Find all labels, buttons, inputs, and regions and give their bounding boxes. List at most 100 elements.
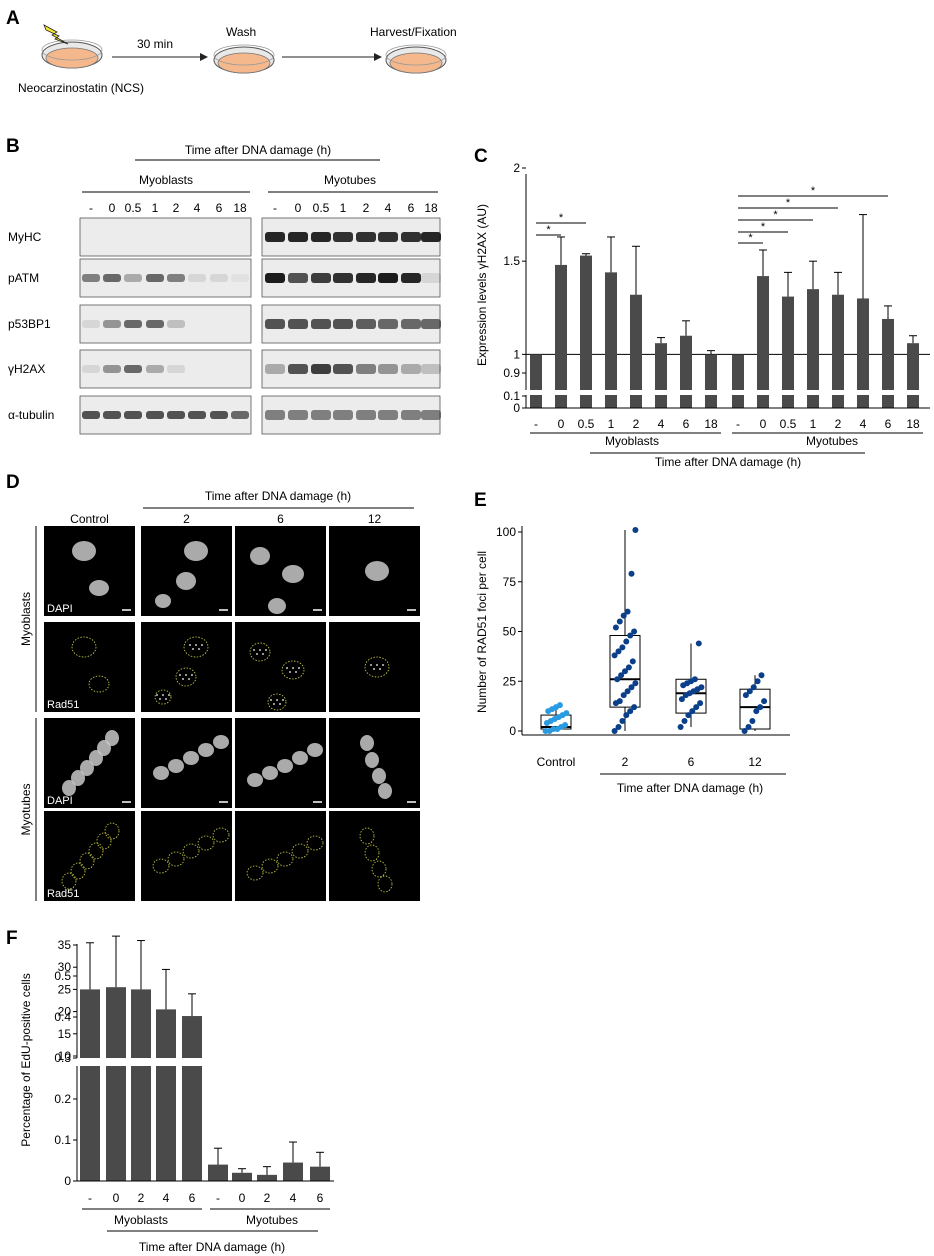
focus-dot [273,703,275,705]
blot-band [401,364,421,374]
bar [555,264,567,390]
bar [732,395,744,408]
nucleus-outline [371,860,387,878]
lane-label: 1 [152,201,159,215]
data-point [681,718,688,725]
bar [530,354,542,390]
significance-star: * [811,185,816,197]
x-tick-label: 18 [704,417,718,431]
nucleus [378,783,392,799]
bar [757,276,769,390]
data-point [746,688,753,695]
micrograph [329,811,420,901]
blot-left [79,349,252,389]
nucleus-outline [246,865,264,881]
y-tick-label: 10 [58,1049,72,1063]
bar [832,395,844,408]
x-tick-label: Control [537,755,576,769]
focus-dot [165,698,167,700]
nucleus [198,743,214,757]
micrograph [235,622,326,712]
panel-letter-d: D [6,472,20,493]
blot-band [311,273,331,283]
x-tick-label: - [736,417,740,431]
lane-label: - [273,201,277,215]
stain-label: Rad51 [47,699,79,711]
x-tick-label: 2 [264,1191,271,1205]
bar [680,335,692,390]
nucleus-outline [88,675,110,693]
bar [907,343,919,390]
blot-band [167,320,185,328]
blot-band [288,232,308,242]
lane-label: 0.5 [125,201,142,215]
blot-band [188,274,206,282]
data-point [624,688,631,695]
focus-dot [162,694,164,696]
blot-row-label: pATM [8,271,39,285]
nucleus-outline [276,851,294,867]
nucleus-outline [291,843,309,859]
data-point [616,618,623,625]
data-point [618,672,625,679]
y-tick-label: 0.1 [54,1133,71,1147]
bar [832,294,844,390]
blot-band [231,411,249,419]
blot-row-label: γH2AX [8,362,45,376]
row-group-label: Myoblasts [19,592,33,646]
y-tick-label: 35 [58,938,72,952]
blot-band [333,410,353,420]
chart-e: E Number of RAD51 foci per cell 0 25 50 75 1… [474,490,790,795]
bar [705,354,717,390]
focus-dot [192,648,194,650]
nucleus-outline [306,835,324,851]
data-point [625,664,632,671]
panel-letter-a: A [6,8,20,29]
x-tick-label: 18 [906,417,920,431]
x-tick-label: - [216,1191,220,1205]
y-tick-label: 75 [503,575,517,589]
bar [131,1066,151,1181]
blot-band [103,274,121,282]
bar [530,395,542,408]
column-label: 12 [368,512,382,526]
blot-band [265,273,285,283]
focus-dot [159,698,161,700]
blot-band [421,364,441,374]
focus-dot [256,653,258,655]
y-tick-label: 30 [58,960,72,974]
label-30min: 30 min [137,37,173,51]
micrograph [329,622,420,712]
blot-band [124,320,142,328]
x-tick-label: 1 [810,417,817,431]
micrograph [329,718,420,808]
lane-label: 18 [233,201,247,215]
bar [782,395,794,408]
stain-label: Rad51 [47,888,79,900]
focus-dot [198,648,200,650]
data-point [611,728,618,734]
data-point [632,527,639,534]
data-point [624,608,631,615]
blot-band [124,365,142,373]
x-tick-label: 6 [688,755,695,769]
x-tick-label: - [88,1191,92,1205]
focus-dot [282,699,284,701]
data-point [628,570,635,577]
micrograph [141,811,232,901]
focus-dot [298,667,300,669]
lane-label: 6 [408,201,415,215]
nucleus-outline [182,843,200,859]
focus-dot [265,649,267,651]
blot-band [82,274,100,282]
significance-star: * [773,209,778,221]
focus-dot [262,653,264,655]
data-point [749,718,756,725]
data-point [563,710,570,717]
data-point [614,676,621,683]
blot-band [378,273,398,283]
focus-dot [270,699,272,701]
data-point [620,692,627,699]
nucleus [360,735,374,751]
group-label-myotubes: Myotubes [806,434,858,448]
